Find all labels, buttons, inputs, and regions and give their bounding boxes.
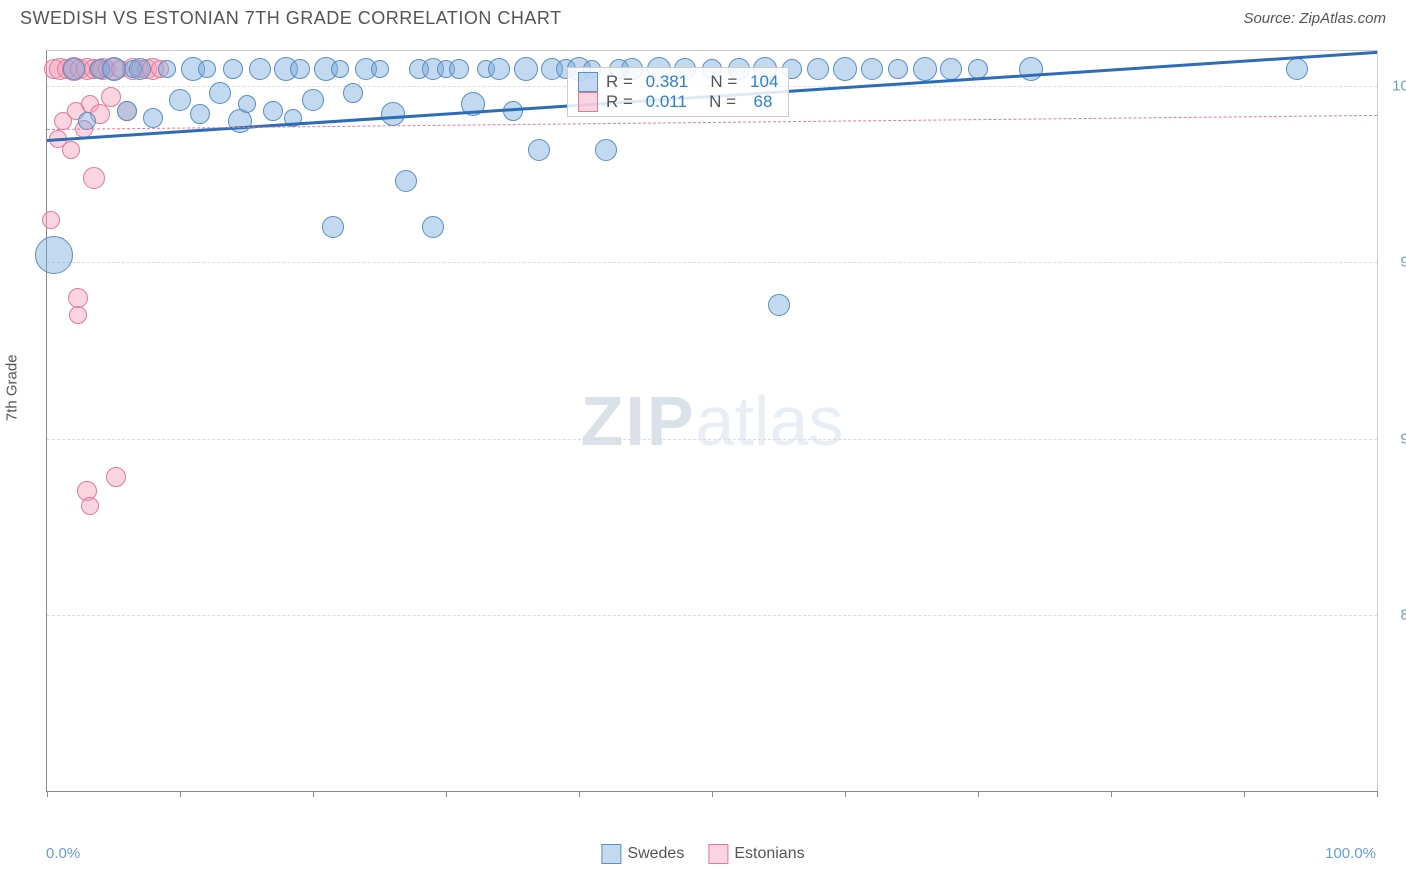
data-point [249,58,271,80]
data-point [35,236,73,274]
chart-legend: Swedes Estonians [601,844,804,864]
stats-row: R = 0.381 N = 104 [578,72,778,92]
legend-label: Swedes [627,845,684,863]
x-tick [712,791,713,797]
data-point [68,288,88,308]
gridline [47,262,1377,263]
x-tick [978,791,979,797]
data-point [514,57,538,81]
data-point [302,89,324,111]
stats-r-value: 0.381 [646,72,689,92]
data-point [807,58,829,80]
data-point [940,58,962,80]
data-point [449,59,469,79]
y-tick-label: 95.0% [1400,254,1406,271]
data-point [129,58,151,80]
stats-n-label: N = [696,72,742,92]
legend-item: Estonians [708,844,804,864]
data-point [595,139,617,161]
data-point [343,83,363,103]
gridline [47,615,1377,616]
data-point [62,141,80,159]
gridline [47,439,1377,440]
stats-n-value: 68 [749,92,773,112]
chart-header: SWEDISH VS ESTONIAN 7TH GRADE CORRELATIO… [0,0,1406,37]
data-point [106,467,126,487]
stats-swatch [578,72,598,92]
y-tick-label: 85.0% [1400,606,1406,623]
x-tick [1377,791,1378,797]
data-point [528,139,550,161]
x-axis-label-min: 0.0% [46,845,80,862]
stats-r-value: 0.011 [646,92,687,112]
x-tick [579,791,580,797]
legend-swatch [708,844,728,864]
data-point [381,102,405,126]
chart-plot-area: ZIPatlas 100.0%95.0%90.0%85.0%R = 0.381 … [46,50,1378,792]
y-axis-title: 7th Grade [4,354,21,421]
stats-r-label: R = [606,92,638,112]
data-point [768,294,790,316]
data-point [395,170,417,192]
data-point [238,95,256,113]
data-point [101,87,121,107]
data-point [190,104,210,124]
data-point [322,216,344,238]
stats-n-label: N = [695,92,741,112]
x-tick [1244,791,1245,797]
x-tick [1111,791,1112,797]
data-point [861,58,883,80]
y-tick-label: 100.0% [1392,78,1406,95]
data-point [42,211,60,229]
watermark-zip: ZIP [581,382,696,460]
data-point [102,57,126,81]
data-point [81,497,99,515]
y-tick-label: 90.0% [1400,430,1406,447]
x-tick [446,791,447,797]
data-point [888,59,908,79]
stats-row: R = 0.011 N = 68 [578,92,778,112]
x-tick [180,791,181,797]
data-point [228,109,252,133]
stats-box: R = 0.381 N = 104R = 0.011 N = 68 [567,67,789,117]
chart-source: Source: ZipAtlas.com [1243,10,1386,27]
data-point [117,101,137,121]
data-point [169,89,191,111]
data-point [913,57,937,81]
data-point [371,60,389,78]
watermark-atlas: atlas [696,382,844,460]
chart-title: SWEDISH VS ESTONIAN 7TH GRADE CORRELATIO… [20,8,562,29]
watermark: ZIPatlas [581,381,844,461]
stats-n-value: 104 [750,72,778,92]
x-tick [313,791,314,797]
data-point [833,57,857,81]
stats-r-label: R = [606,72,638,92]
stats-swatch [578,92,598,112]
data-point [69,306,87,324]
data-point [1286,58,1308,80]
data-point [143,108,163,128]
data-point [198,60,216,78]
x-tick [47,791,48,797]
data-point [209,82,231,104]
legend-item: Swedes [601,844,684,864]
legend-swatch [601,844,621,864]
data-point [63,58,85,80]
data-point [488,58,510,80]
data-point [331,60,349,78]
data-point [83,167,105,189]
legend-label: Estonians [734,845,804,863]
data-point [263,101,283,121]
data-point [290,59,310,79]
x-tick [845,791,846,797]
data-point [223,59,243,79]
data-point [158,60,176,78]
data-point [968,59,988,79]
x-axis-label-max: 100.0% [1325,845,1376,862]
data-point [422,216,444,238]
